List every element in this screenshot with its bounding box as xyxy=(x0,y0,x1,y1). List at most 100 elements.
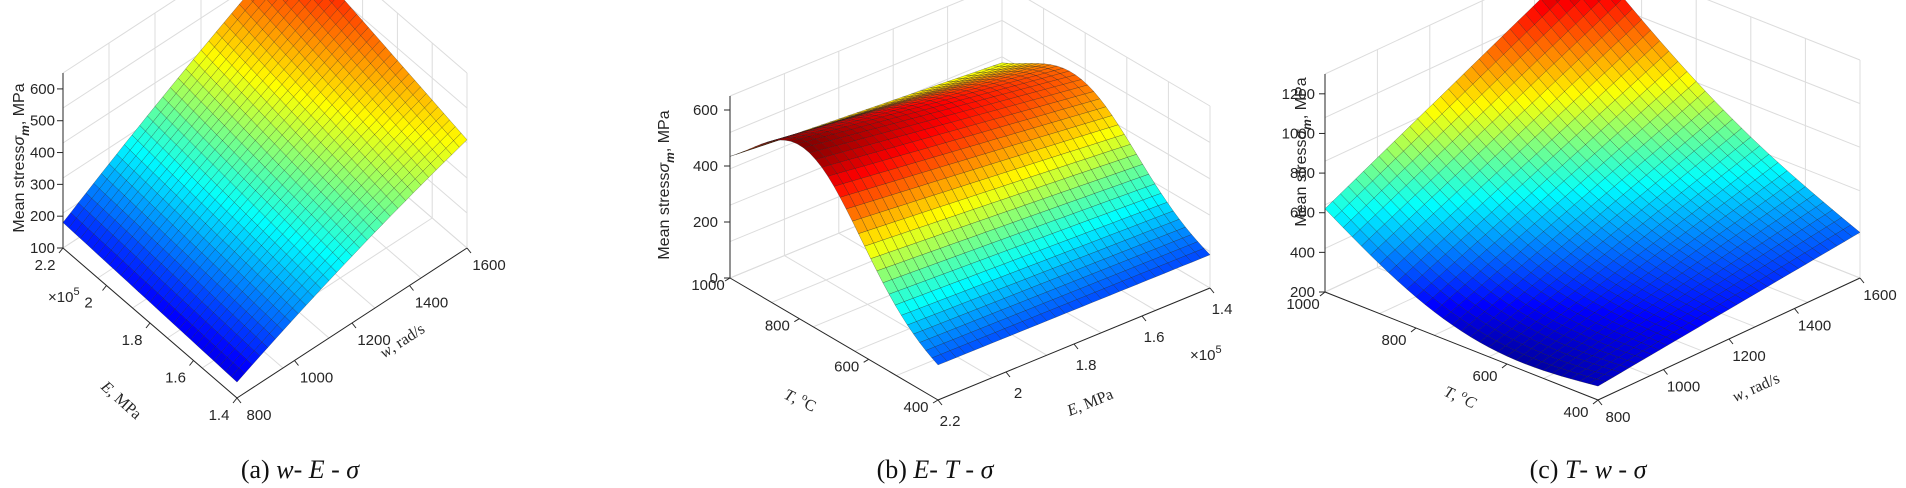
x-tick xyxy=(1728,338,1734,345)
z-tick-label: 100 xyxy=(30,240,55,257)
grid-line xyxy=(1706,0,1861,61)
surface-cell xyxy=(328,0,335,4)
z-tick-label: 600 xyxy=(1290,205,1315,222)
x-tick-label: 1200 xyxy=(357,332,390,349)
x-tick-label: 1000 xyxy=(1667,379,1700,396)
y-tick xyxy=(232,397,238,404)
grid-line xyxy=(729,19,1003,133)
z-axis-label: Mean stressσm, MPa xyxy=(11,83,32,232)
x-tick-label: 2.2 xyxy=(940,413,961,430)
x-multiplier: ×105 xyxy=(1190,344,1222,364)
x-tick-label: 1400 xyxy=(1798,318,1831,335)
y-tick-label: 600 xyxy=(1472,368,1497,385)
x-tick xyxy=(1794,308,1799,314)
surface-cell xyxy=(1597,0,1602,3)
y-tick-label: 1000 xyxy=(691,277,724,294)
x-tick xyxy=(294,360,299,366)
z-tick-label: 400 xyxy=(693,158,718,175)
z-tick-label: 300 xyxy=(30,176,55,193)
y-tick-label: 800 xyxy=(1381,332,1406,349)
y-axis-line xyxy=(729,277,939,401)
y-tick xyxy=(145,322,151,329)
z-tick-label: 600 xyxy=(30,81,55,98)
x-tick-label: 1600 xyxy=(1863,287,1896,304)
grid-line xyxy=(62,0,176,74)
x-tick-label: 1.8 xyxy=(1076,357,1097,374)
x-tick xyxy=(1597,399,1603,406)
z-tick-label: 400 xyxy=(30,145,55,162)
z-tick-label: 1200 xyxy=(1282,86,1315,103)
y-tick-label: 1.8 xyxy=(122,332,143,349)
x-tick-label: 1000 xyxy=(300,370,333,387)
z-tick-label: 200 xyxy=(693,214,718,231)
grid-line xyxy=(340,0,468,109)
z-axis-label: Mean stressσm, MPa xyxy=(656,110,677,259)
y-tick-label: 800 xyxy=(765,318,790,335)
y-tick xyxy=(724,277,731,282)
chart-a: 100 200 300 400 500 600 800 1000 1200 1400 1600 1.4… xyxy=(11,0,506,484)
y-multiplier: ×105 xyxy=(48,286,80,306)
z-axis-label: Mean stressσm, MPa xyxy=(1293,77,1314,226)
y-tick xyxy=(863,358,869,363)
z-tick-label: 1000 xyxy=(1282,125,1315,142)
y-tick xyxy=(1319,291,1326,297)
surface-c xyxy=(1324,0,1861,387)
surface-cell xyxy=(1555,0,1561,3)
x-tick-label: 1.6 xyxy=(1144,329,1165,346)
y-tick-label: 1.4 xyxy=(209,407,230,424)
y-axis-line xyxy=(1324,291,1599,401)
x-tick xyxy=(351,322,357,329)
y-tick xyxy=(932,399,939,404)
chart-c: 200 400 600 800 1000 1200 800 1000 1200 1400 1600 4… xyxy=(1282,0,1897,484)
grid-line xyxy=(62,0,230,109)
y-tick xyxy=(58,247,64,254)
caption-b: (b) E- T - σ xyxy=(877,455,995,484)
y-tick-label: 400 xyxy=(903,399,928,416)
chart-b: 0 200 400 600 2.2 2 1.8 1.6 1.4 400 600 800 1000 ×105… xyxy=(656,0,1232,484)
x-tick xyxy=(1073,343,1079,350)
surface-a xyxy=(62,0,468,383)
surface-cell xyxy=(1588,378,1607,387)
y-tick xyxy=(1501,363,1508,369)
grid-line xyxy=(1028,0,1211,107)
caption-a: (a) w- E - σ xyxy=(241,455,360,484)
x-tick xyxy=(1859,277,1865,284)
z-tick-label: 200 xyxy=(30,208,55,225)
y-axis-label: T, oC xyxy=(781,384,819,416)
y-tick xyxy=(794,318,800,323)
x-tick-label: 1400 xyxy=(415,295,448,312)
z-tick-label: 0 xyxy=(710,270,718,287)
x-tick xyxy=(937,399,943,406)
grid-line xyxy=(1001,19,1211,143)
x-tick-label: 1200 xyxy=(1732,348,1765,365)
x-tick xyxy=(1209,287,1215,294)
x-tick-label: 1600 xyxy=(472,257,505,274)
z-tick-label: 800 xyxy=(1290,165,1315,182)
y-tick-label: 400 xyxy=(1563,404,1588,421)
y-tick-label: 1000 xyxy=(1286,296,1319,313)
surface-cell xyxy=(931,354,948,366)
y-tick-label: 1.6 xyxy=(165,370,186,387)
surface-cell xyxy=(282,0,289,4)
z-tick-label: 200 xyxy=(1290,284,1315,301)
grid-line xyxy=(381,0,468,74)
z-tick-label: 500 xyxy=(30,113,55,130)
y-tick xyxy=(102,285,107,291)
y-tick-label: 2 xyxy=(84,295,92,312)
grid-line xyxy=(1324,0,1486,75)
x-tick xyxy=(1005,371,1011,378)
x-tick xyxy=(466,247,472,254)
caption-c: (c) T- w - σ xyxy=(1530,455,1648,484)
z-tick-label: 600 xyxy=(693,102,718,119)
y-tick xyxy=(1410,327,1417,333)
x-tick-label: 2 xyxy=(1014,385,1022,402)
x-axis-label: E, MPa xyxy=(1064,386,1116,420)
x-tick-label: 800 xyxy=(246,407,271,424)
surface-cell xyxy=(251,0,255,2)
y-tick xyxy=(189,360,194,366)
grid-line xyxy=(784,255,993,379)
x-tick-label: 1.4 xyxy=(1212,301,1233,318)
x-axis-label: w, rad/s xyxy=(1730,370,1782,406)
x-tick xyxy=(409,285,414,291)
